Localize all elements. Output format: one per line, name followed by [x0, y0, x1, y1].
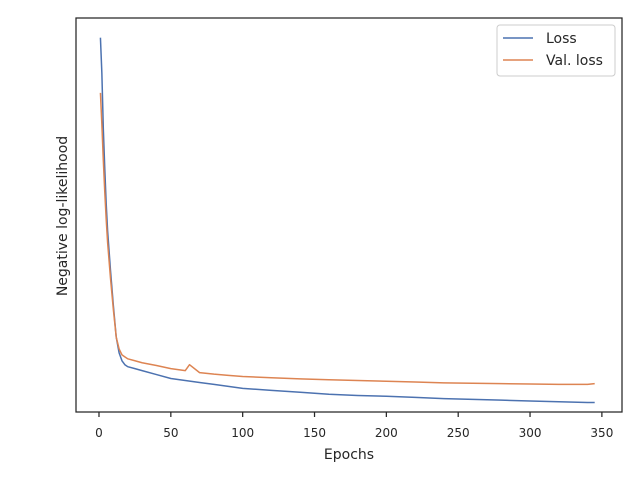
x-tick-label: 350: [590, 426, 613, 440]
x-tick-label: 50: [163, 426, 178, 440]
plot-frame: [75, 17, 623, 413]
legend-label-loss: Loss: [546, 31, 577, 47]
plot-background: [76, 18, 622, 412]
x-axis-ticks: 0 50 100 150 200 250 300 350: [95, 412, 613, 440]
legend: Loss Val. loss: [496, 24, 616, 77]
x-tick-label: 100: [231, 426, 254, 440]
plot-area: [76, 18, 622, 412]
x-axis-title: Epochs: [324, 447, 374, 463]
series-layer: [99, 37, 595, 404]
x-tick-label: 150: [303, 426, 326, 440]
legend-label-val-loss: Val. loss: [546, 53, 603, 69]
x-tick-label: 200: [375, 426, 398, 440]
axes-layer: [75, 17, 623, 413]
x-tick-label: 0: [95, 426, 103, 440]
y-axis-title: Negative log-likelihood: [55, 136, 71, 296]
x-tick-label: 300: [519, 426, 542, 440]
x-tick-label: 250: [447, 426, 470, 440]
series-line-val-loss: [99, 92, 595, 386]
